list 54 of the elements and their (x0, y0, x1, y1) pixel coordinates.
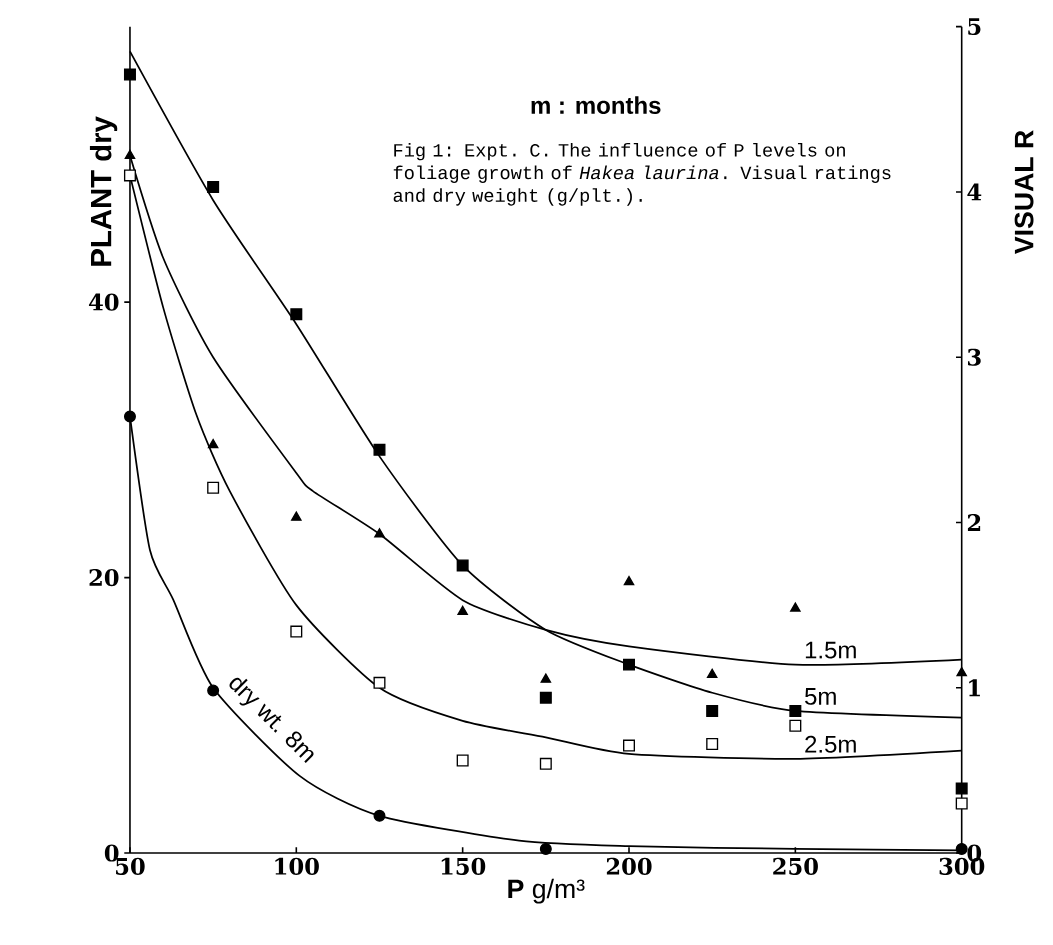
x-axis-title: P g/m³ (508, 878, 585, 904)
point (291, 511, 302, 521)
x-tick-label: 100 (275, 857, 319, 875)
point (706, 668, 718, 678)
point (539, 842, 552, 855)
point (373, 443, 386, 456)
series-label: 5m (805, 688, 836, 705)
point (290, 308, 303, 321)
x-tick-label: 250 (773, 857, 818, 875)
point (373, 676, 386, 689)
point (207, 180, 220, 193)
point (457, 605, 468, 616)
point (124, 149, 136, 159)
point (706, 737, 719, 750)
y-axis-title: PLANT dry (89, 116, 118, 266)
x-tick-label: 150 (441, 857, 486, 875)
series-label: 1.5m (805, 641, 856, 659)
point (123, 68, 136, 81)
point (789, 704, 802, 717)
point (123, 169, 136, 182)
y2-tick-label: 5 (968, 18, 981, 36)
series-label: 2.5m (805, 735, 856, 753)
point (373, 809, 386, 822)
y2-axis-title: VISUAL R (1014, 130, 1034, 254)
y2-tick-label: 2 (967, 514, 981, 531)
y2-tick-label: 4 (967, 183, 982, 201)
x-tick-label: 200 (606, 857, 652, 875)
point (540, 673, 552, 683)
point (539, 691, 552, 704)
point (789, 719, 802, 732)
point (623, 658, 635, 671)
point (374, 528, 385, 538)
point (955, 782, 968, 795)
point (955, 797, 968, 810)
point (207, 684, 220, 697)
point (290, 625, 303, 638)
point (623, 575, 635, 586)
y2-tick-label: 3 (967, 348, 981, 366)
point (207, 481, 220, 494)
annotation: m : months (531, 96, 661, 114)
y-tick-label: 20 (89, 569, 119, 587)
point (456, 754, 469, 767)
point (790, 602, 801, 612)
y-tick-label: 40 (88, 293, 119, 311)
point (207, 438, 219, 449)
point (623, 739, 635, 752)
point (456, 559, 469, 572)
y2-tick-label: 1 (969, 679, 980, 697)
point (539, 757, 552, 770)
point (706, 704, 719, 717)
text: Fig 1: Expt. C. The influence of P levels on foliage growth of Hakea laurina. Visual ratings and dry weight (g/plt.). (393, 142, 891, 206)
text: dry wt. 8m (229, 677, 314, 763)
point (123, 410, 136, 423)
point (956, 666, 967, 677)
